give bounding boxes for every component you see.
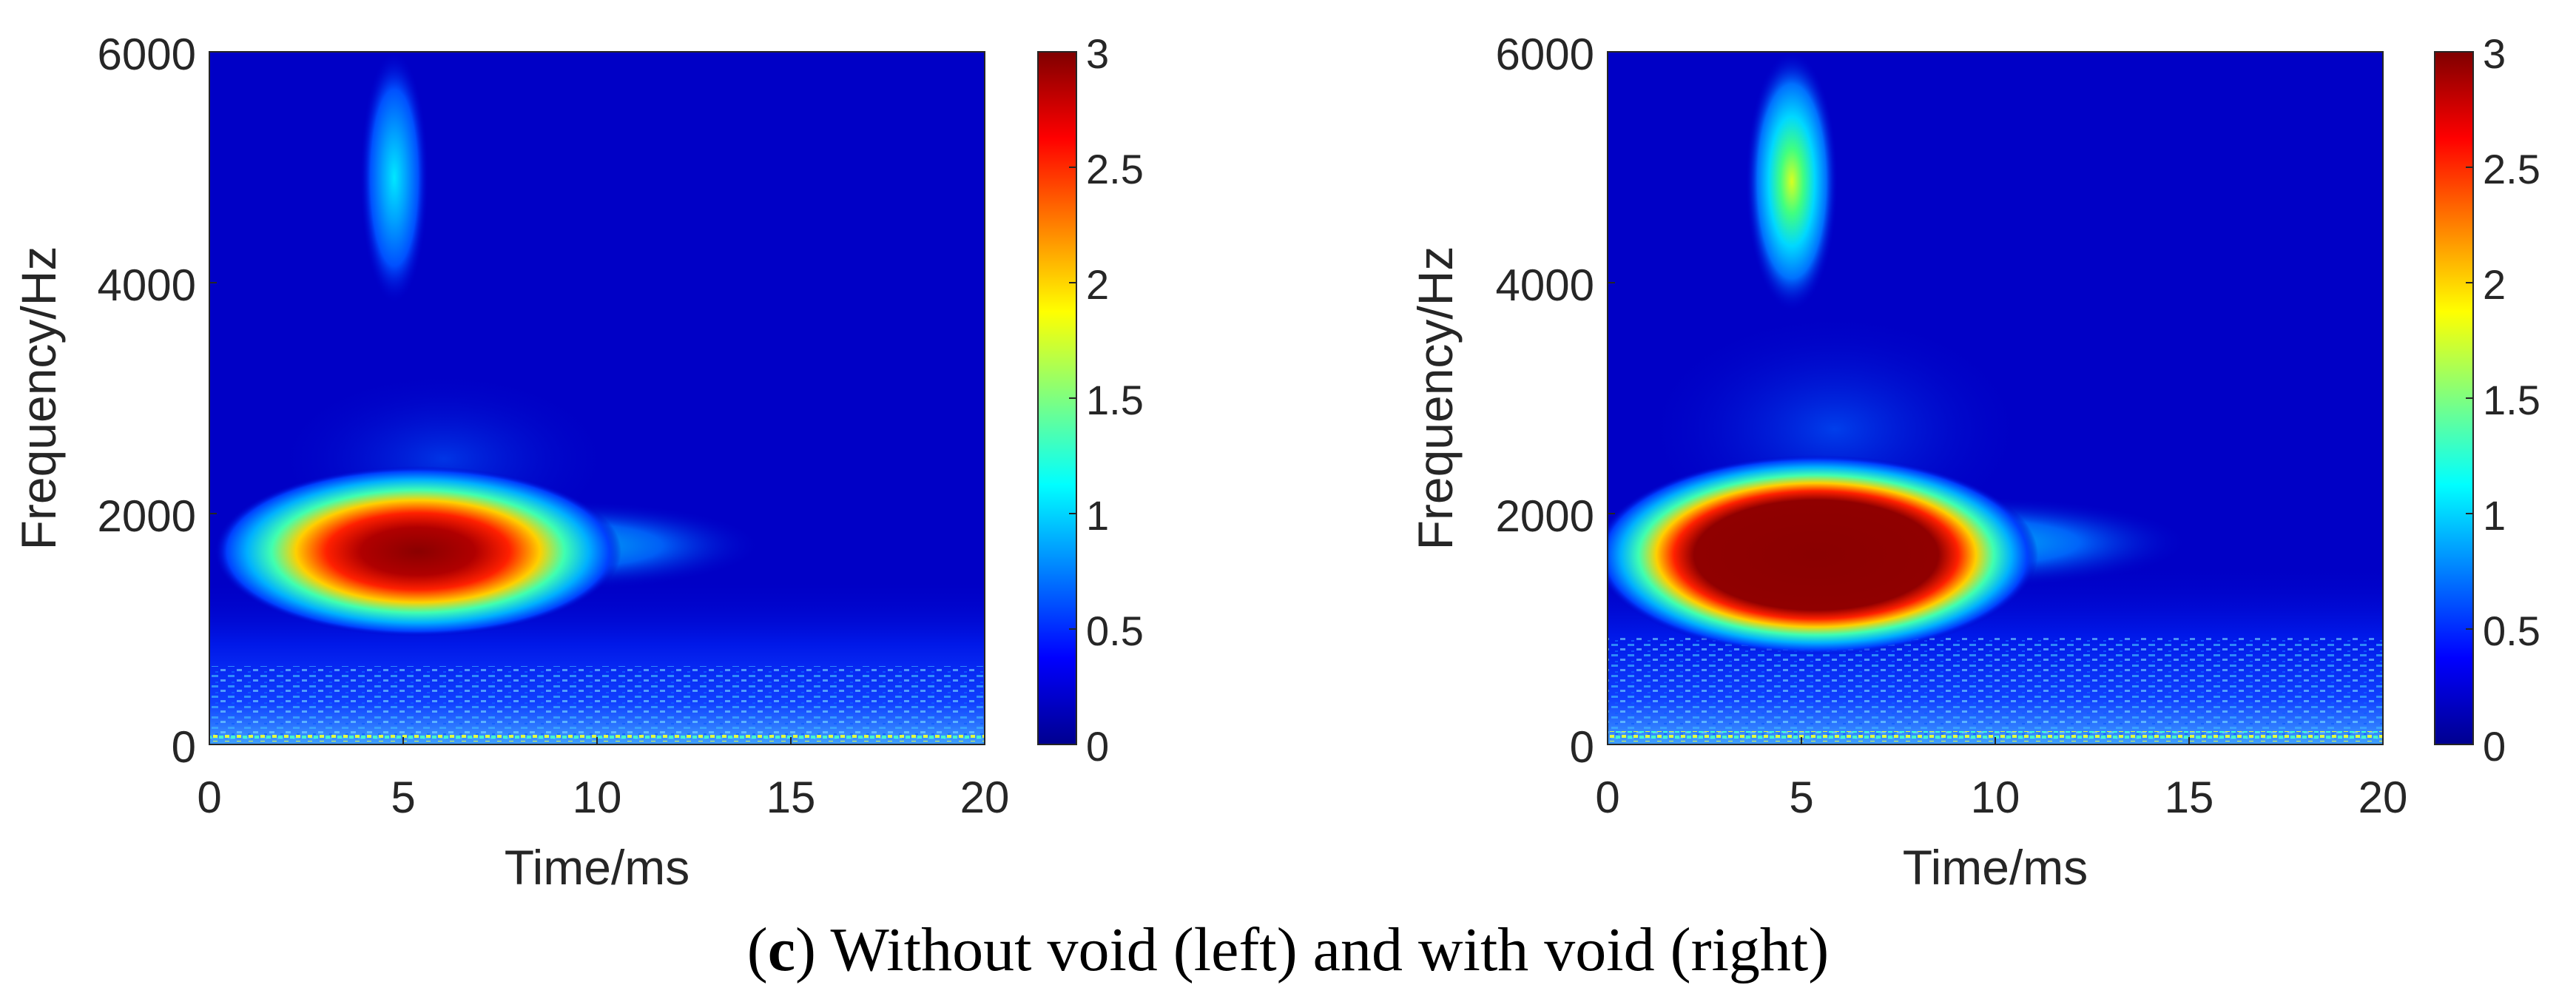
left-colorbar-tick: 3 xyxy=(1086,30,1109,77)
left-y-ticks: 0 2000 4000 6000 xyxy=(98,30,217,772)
right-colorbar-tick: 2 xyxy=(2483,261,2506,308)
left-x-ticks: 0 5 10 15 20 xyxy=(197,737,1009,822)
right-y-tick-label: 0 xyxy=(1570,722,1594,772)
left-x-tick-label: 15 xyxy=(766,773,816,822)
caption-label: c xyxy=(767,915,796,984)
left-y-tick-label: 0 xyxy=(172,722,196,772)
right-colorbar-tick: 2.5 xyxy=(2483,146,2540,192)
right-colorbar-tick: 1 xyxy=(2483,492,2506,539)
figure-caption: (c) Without void (left) and with void (r… xyxy=(746,915,1830,984)
left-heatmap: 0 2000 4000 6000 0 5 10 15 20 Time/ms Fr… xyxy=(11,30,1144,895)
right-x-axis-label: Time/ms xyxy=(1903,840,2088,895)
left-x-tick-label: 10 xyxy=(573,773,622,822)
right-colorbar-tick: 0 xyxy=(2483,723,2506,770)
left-colorbar-tick: 1.5 xyxy=(1086,377,1144,423)
right-y-tick-label: 2000 xyxy=(1496,491,1594,541)
right-low-frequency-noise xyxy=(1608,636,2383,740)
left-x-tick-label: 0 xyxy=(197,773,221,822)
right-colorbar: 0 0.5 1 1.5 2 2.5 3 xyxy=(2434,30,2540,770)
left-x-tick-label: 5 xyxy=(391,773,415,822)
right-main-resonance xyxy=(1608,455,2038,655)
right-x-tick-label: 5 xyxy=(1789,773,1813,822)
right-x-tick-label: 20 xyxy=(2358,773,2408,822)
left-main-resonance xyxy=(215,466,621,636)
right-high-frequency-band xyxy=(1746,52,1838,311)
left-colorbar-tick: 2.5 xyxy=(1086,146,1144,192)
left-low-frequency-noise xyxy=(209,666,985,740)
left-colorbar-tick: 2 xyxy=(1086,261,1109,308)
right-plot-area xyxy=(1608,52,2383,744)
left-plot-area xyxy=(209,52,985,744)
left-y-tick-label: 2000 xyxy=(98,491,196,541)
left-x-axis-label: Time/ms xyxy=(505,840,690,895)
right-x-tick-label: 0 xyxy=(1595,773,1619,822)
right-x-ticks: 0 5 10 15 20 xyxy=(1595,737,2407,822)
left-colorbar: 0 0.5 1 1.5 2 2.5 3 xyxy=(1037,30,1144,770)
right-y-tick-label: 4000 xyxy=(1496,260,1594,310)
caption-text: Without void (left) and with void (right… xyxy=(830,915,1830,984)
left-y-axis-label: Frequency/Hz xyxy=(11,246,66,551)
right-y-tick-label: 6000 xyxy=(1496,30,1594,79)
right-x-tick-label: 10 xyxy=(1971,773,2020,822)
right-colorbar-tick: 1.5 xyxy=(2483,377,2540,423)
left-colorbar-tick: 1 xyxy=(1086,492,1109,539)
left-y-tick-label: 6000 xyxy=(98,30,196,79)
left-high-frequency-band xyxy=(360,52,428,303)
right-heatmap: 0 2000 4000 6000 0 5 10 15 20 Time/ms Fr… xyxy=(1408,30,2540,895)
right-y-ticks: 0 2000 4000 6000 xyxy=(1496,30,1615,772)
left-colorbar-tick: 0 xyxy=(1086,723,1109,770)
right-y-axis-label: Frequency/Hz xyxy=(1408,246,1463,551)
right-colorbar-tick: 0.5 xyxy=(2483,608,2540,654)
left-x-tick-label: 20 xyxy=(960,773,1010,822)
left-y-tick-label: 4000 xyxy=(98,260,196,310)
left-colorbar-tick: 0.5 xyxy=(1086,608,1144,654)
right-x-tick-label: 15 xyxy=(2165,773,2214,822)
right-colorbar-tick: 3 xyxy=(2483,30,2506,77)
